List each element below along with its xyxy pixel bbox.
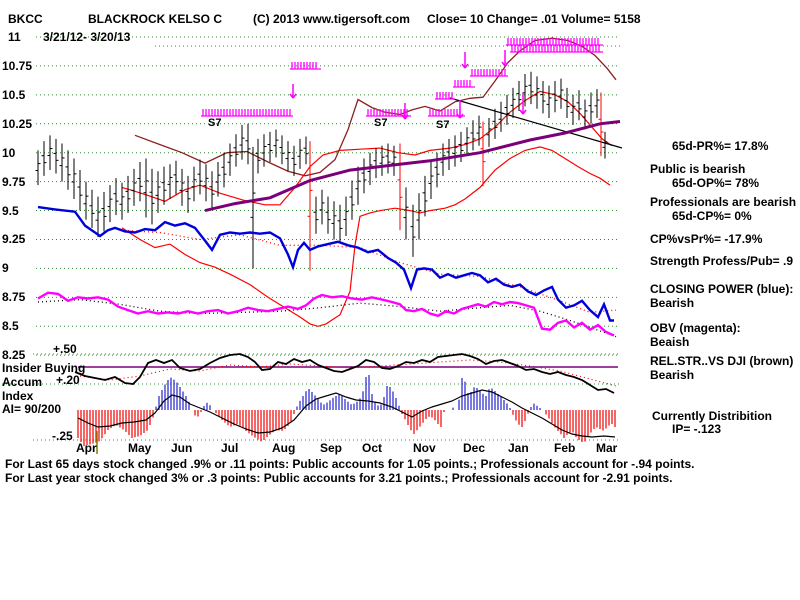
scale-label-minus25: -.25 [52,429,73,443]
price-axis-tick: 10.25 [2,116,33,131]
price-axis-tick: 9 [2,261,9,276]
price-axis-tick: 10 [2,145,16,160]
annotation-text: 65d-CP%= 0% [672,209,752,223]
s7-label: S7 [374,117,388,129]
annotation-text: 65d-OP%= 78% [672,176,760,190]
insider-buying-label: Insider Buying [2,361,86,375]
month-label: Dec [463,441,486,455]
month-label: May [128,441,152,455]
price-axis-tick: 8.5 [2,319,19,334]
price-axis-tick: 8.75 [2,290,26,305]
annotation-text: IP= -.123 [672,422,722,436]
header-row: BKCC BLACKROCK KELSO C (C) 2013 www.tige… [0,13,800,29]
annotation-text: Bearish [650,296,695,310]
quote-summary: Close= 10 Change= .01 Volume= 5158 [427,12,641,26]
annotation-text: Currently Distribition [652,409,773,423]
footer-stats-line1: For Last 65 days stock changed .9% or .1… [5,457,695,471]
accum-label: Accum [2,375,43,389]
month-label: Sep [320,441,343,455]
annotation-text: Professionals are bearish [650,195,797,209]
month-label: Oct [362,441,383,455]
price-axis-tick: 10.75 [2,58,33,73]
month-label: Mar [596,441,618,455]
month-label: Apr [76,441,97,455]
price-axis-tick: 9.5 [2,203,19,218]
price-axis-tick: 9.25 [2,232,26,247]
month-label: Nov [413,441,436,455]
month-label: Aug [272,441,296,455]
annotation-text: CP%vsPr%= -17.9% [650,232,763,246]
annotation-text: REL.STR..VS DJI (brown) [650,354,794,368]
footer-stats-line2: For Last year stock changed 3% or .3 poi… [5,471,673,485]
price-axis-tick: 8.25 [2,348,26,363]
s7-label: S7 [436,119,450,131]
annotation-text: Bearish [650,368,695,382]
s7-label: S7 [208,117,222,129]
annotation-text: OBV (magenta): [650,321,741,335]
ai-value-label: AI= 90/200 [2,402,62,416]
month-label: Jul [221,441,239,455]
month-label: Jan [508,441,529,455]
date-range: 3/21/12- 3/20/13 [43,30,131,44]
price-axis-tick: 9.75 [2,174,26,189]
price-axis-tick: 11 [8,30,21,44]
scale-label-plus50: +.50 [53,342,77,356]
ticker-symbol: BKCC [8,12,43,26]
copyright-text: (C) 2013 www.tigersoft.com [253,12,410,26]
scale-label-plus20: +.20 [56,373,80,387]
annotation-text: Public is bearish [650,162,746,176]
price-axis-tick: 10.5 [2,87,26,102]
annotation-text: Strength Profess/Pub= .9 [650,254,794,268]
annotation-text: CLOSING POWER (blue): [650,282,794,296]
month-label: Feb [554,441,576,455]
company-name: BLACKROCK KELSO C [88,12,222,26]
month-label: Jun [171,441,193,455]
index-label: Index [2,389,34,403]
annotation-text: Beaish [650,335,690,349]
annotation-text: 65d-PR%= 17.8% [672,139,769,153]
